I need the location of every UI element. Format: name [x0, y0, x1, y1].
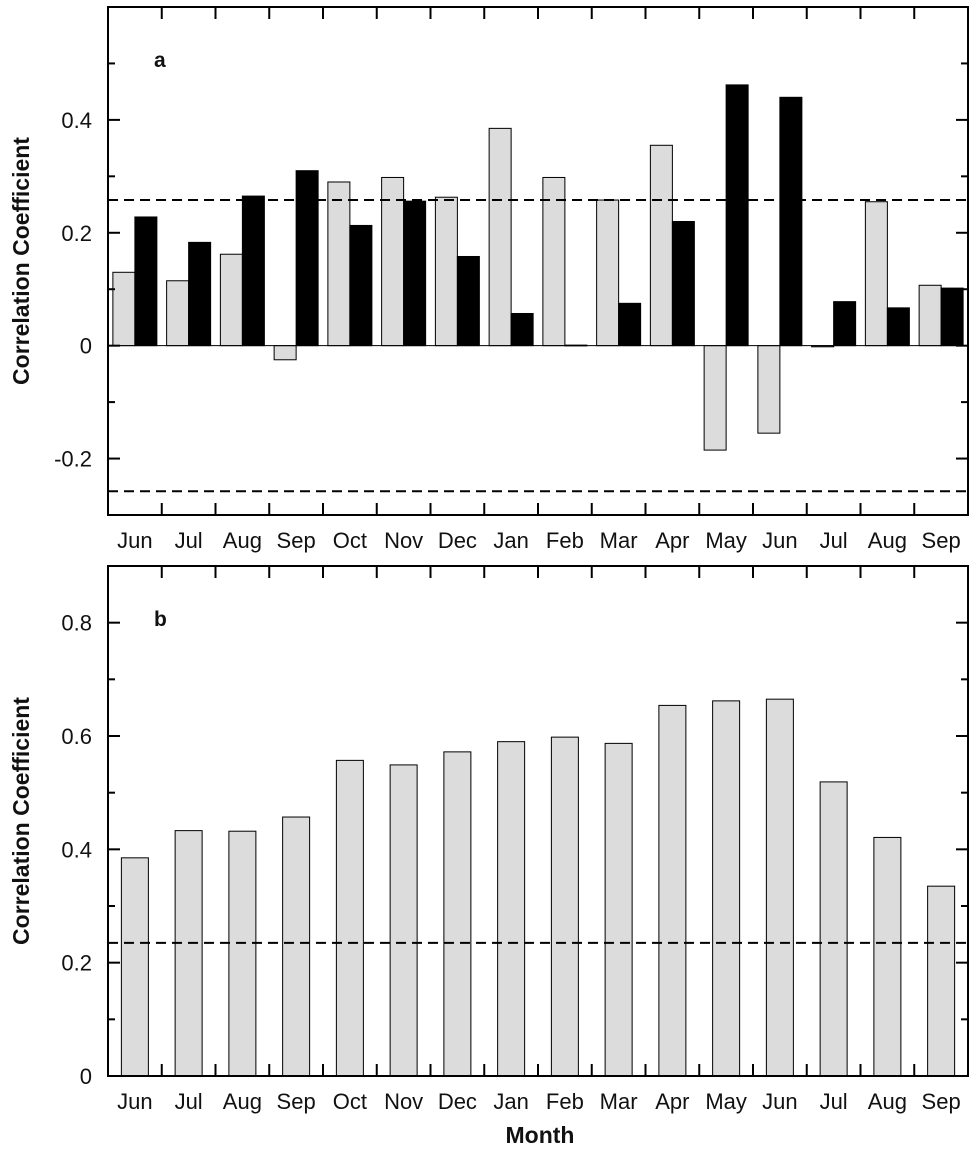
bar-a-series1-14 [864, 201, 888, 347]
y-tick-label-b-2: 0.4 [61, 837, 92, 862]
x-tick-label-b-11: May [705, 1089, 747, 1114]
x-tick-label-a-13: Jul [820, 528, 848, 553]
bar-a-series1-0 [112, 271, 136, 347]
bar-a-series2-11 [725, 84, 749, 347]
bar-a-series2-10 [671, 220, 695, 347]
bar-a-series2-1 [188, 241, 212, 347]
panel-label-a: a [154, 49, 166, 72]
y-tick-label-a-2: 0.2 [61, 221, 92, 246]
x-tick-label-a-7: Jan [493, 528, 528, 553]
bar-a-series1-9 [596, 199, 620, 347]
bar-a-series1-11 [703, 345, 727, 451]
x-tick-label-b-5: Nov [384, 1089, 423, 1114]
x-tick-label-b-9: Mar [600, 1089, 638, 1114]
bar-a-series2-7 [510, 312, 534, 347]
bar-b-series1-11 [712, 700, 741, 1077]
bar-b-series1-4 [335, 759, 364, 1077]
x-tick-label-a-4: Oct [333, 528, 367, 553]
x-tick-label-b-0: Jun [117, 1089, 152, 1114]
bar-a-series1-5 [381, 176, 405, 347]
bar-a-series2-2 [241, 195, 265, 347]
bar-b-series1-15 [927, 885, 956, 1077]
bar-b-series1-1 [174, 830, 203, 1077]
bar-b-series1-14 [873, 836, 902, 1077]
x-tick-label-a-10: Apr [655, 528, 689, 553]
x-tick-label-a-12: Jun [762, 528, 797, 553]
y-tick-label-a-0: -0.2 [54, 447, 92, 472]
x-tick-label-b-13: Jul [820, 1089, 848, 1114]
bar-b-series1-10 [658, 704, 687, 1077]
x-tick-label-b-3: Sep [277, 1089, 316, 1114]
x-tick-label-b-7: Jan [493, 1089, 528, 1114]
bar-a-series1-8 [542, 176, 566, 347]
x-tick-label-b-15: Sep [922, 1089, 961, 1114]
bar-a-series2-6 [456, 255, 480, 347]
x-axis-title: Month [506, 1122, 575, 1148]
bar-b-series1-3 [282, 816, 311, 1077]
x-tick-label-b-2: Aug [223, 1089, 262, 1114]
x-tick-label-b-1: Jul [175, 1089, 203, 1114]
x-tick-label-a-0: Jun [117, 528, 152, 553]
x-tick-label-b-4: Oct [333, 1089, 367, 1114]
x-tick-label-b-6: Dec [438, 1089, 477, 1114]
y-tick-label-a-3: 0.4 [61, 108, 92, 133]
bar-b-series1-7 [497, 741, 526, 1077]
x-tick-label-b-10: Apr [655, 1089, 689, 1114]
x-tick-label-a-2: Aug [223, 528, 262, 553]
y-tick-label-b-1: 0.2 [61, 951, 92, 976]
bar-a-series1-15 [918, 284, 942, 347]
bar-a-series2-9 [618, 302, 642, 347]
bar-a-series1-10 [649, 144, 673, 347]
y-axis-title-b: Correlation Coefficient [8, 697, 34, 945]
panel-b-chart: Jun Jul Aug Sep Oct Nov Dec Jan Feb Mar Apr May Jun J… [8, 565, 969, 1114]
bar-b-series1-5 [389, 764, 418, 1077]
x-tick-label-a-11: May [705, 528, 747, 553]
x-tick-label-b-8: Feb [546, 1089, 584, 1114]
x-tick-label-a-15: Sep [922, 528, 961, 553]
bar-a-series1-12 [757, 345, 781, 434]
x-tick-label-a-5: Nov [384, 528, 423, 553]
panel-a-chart: Jun Jul Aug Sep Oct Nov Dec Jan Feb Mar Apr May Jun J… [8, 6, 969, 553]
bar-a-series2-4 [349, 224, 373, 347]
y-tick-label-b-3: 0.6 [61, 724, 92, 749]
x-tick-label-a-6: Dec [438, 528, 477, 553]
bar-a-series1-3 [273, 345, 297, 361]
bar-a-series1-2 [219, 253, 243, 347]
bar-a-series2-14 [886, 307, 910, 347]
bar-a-series1-1 [166, 280, 190, 347]
panel-label-b: b [154, 608, 167, 631]
y-tick-label-a-1: 0 [80, 334, 92, 359]
bar-b-series1-8 [550, 736, 579, 1077]
x-tick-label-b-12: Jun [762, 1089, 797, 1114]
bar-a-series1-7 [488, 127, 512, 347]
bar-a-series2-13 [833, 301, 857, 347]
bar-b-series1-0 [120, 857, 149, 1077]
x-tick-label-a-1: Jul [175, 528, 203, 553]
bar-b-series1-2 [228, 830, 257, 1077]
bar-b-series1-13 [819, 781, 848, 1077]
y-axis-title-a: Correlation Coefficient [8, 137, 34, 385]
x-tick-label-a-14: Aug [868, 528, 907, 553]
bar-b-series1-12 [765, 698, 794, 1077]
bar-a-series2-3 [295, 170, 319, 347]
bar-b-series1-9 [604, 742, 633, 1077]
bar-b-series1-6 [443, 751, 472, 1077]
bar-a-series2-5 [403, 200, 427, 347]
x-tick-label-a-8: Feb [546, 528, 584, 553]
x-tick-label-b-14: Aug [868, 1089, 907, 1114]
y-tick-label-b-4: 0.8 [61, 611, 92, 636]
bar-a-series1-6 [434, 196, 458, 347]
bar-a-series1-4 [327, 181, 351, 347]
bar-a-series2-0 [134, 216, 158, 347]
y-tick-label-b-0: 0 [80, 1064, 92, 1089]
bar-a-series2-15 [940, 287, 964, 347]
x-tick-label-a-3: Sep [277, 528, 316, 553]
bar-a-series2-12 [779, 96, 803, 347]
x-tick-label-a-9: Mar [600, 528, 638, 553]
